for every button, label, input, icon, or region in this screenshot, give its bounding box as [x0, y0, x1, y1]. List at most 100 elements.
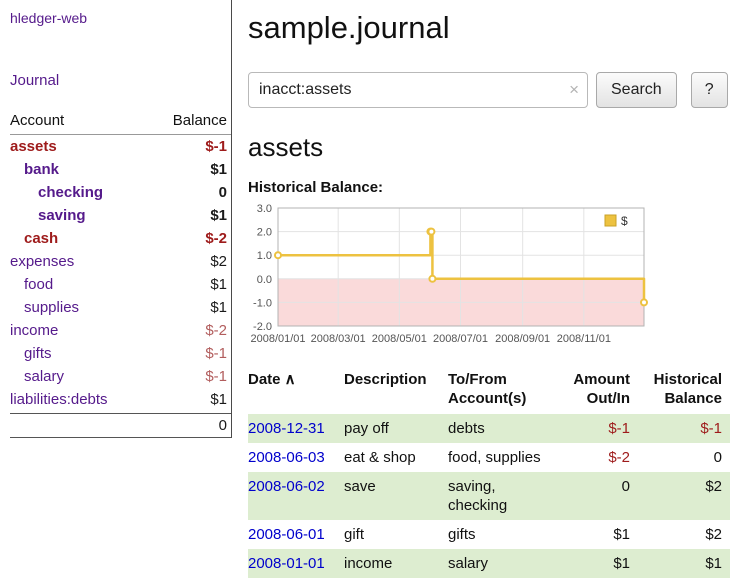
account-balance: $1 [210, 207, 227, 224]
transaction-amount: $-1 [608, 420, 630, 437]
svg-text:2008/09/01: 2008/09/01 [495, 333, 550, 345]
accounts-header-balance: Balance [172, 112, 227, 129]
account-row: assets $-1 [10, 135, 231, 158]
account-row: bank $1 [10, 158, 231, 181]
svg-text:2008/05/01: 2008/05/01 [372, 333, 427, 345]
transaction-amount: 0 [621, 478, 630, 495]
transaction-description: eat & shop [344, 449, 416, 466]
accounts-table: Account Balance assets $-1 bank $1 checking 0… [10, 109, 231, 438]
account-balance: $-1 [205, 368, 227, 385]
account-link[interactable]: supplies [24, 299, 80, 316]
transaction-description: gift [344, 526, 365, 543]
svg-text:2.0: 2.0 [257, 227, 272, 239]
accounts-total-row: 0 [10, 413, 231, 438]
account-link[interactable]: salary [24, 368, 65, 385]
search-input[interactable] [248, 72, 588, 108]
main-content: sample.journal × Search ? assets Histori… [232, 0, 742, 582]
accounts-total-value: 0 [218, 417, 227, 434]
account-row: income $-2 [10, 319, 231, 342]
transaction-description: income [344, 555, 393, 572]
svg-text:2008/07/01: 2008/07/01 [433, 333, 488, 345]
svg-text:3.0: 3.0 [257, 203, 272, 215]
page-title: sample.journal [248, 10, 450, 45]
account-link[interactable]: expenses [10, 253, 75, 270]
account-balance: $-1 [205, 138, 227, 155]
transaction-date-link[interactable]: 2008-06-03 [248, 449, 325, 466]
register-row: 2008-01-01 income salary $1 $1 [248, 549, 730, 578]
register-row: 2008-12-31 pay off debts $-1 $-1 [248, 414, 730, 443]
register-header-label: Description [344, 371, 427, 388]
transaction-date-cell: 2008-06-02 [248, 472, 344, 520]
account-row: gifts $-1 [10, 342, 231, 365]
transaction-date-link[interactable]: 2008-12-31 [248, 420, 325, 437]
svg-text:2008/01/01: 2008/01/01 [250, 333, 305, 345]
transaction-date-cell: 2008-12-31 [248, 414, 344, 443]
transaction-date-cell: 2008-06-03 [248, 443, 344, 472]
svg-text:2008/11/01: 2008/11/01 [557, 333, 611, 345]
account-row: cash $-2 [10, 227, 231, 250]
transaction-accounts: debts [448, 420, 485, 437]
accounts-table-header: Account Balance [10, 109, 231, 135]
search-button[interactable]: Search [596, 72, 677, 108]
accounts-rows: assets $-1 bank $1 checking 0 saving $1 cash $-2 e… [10, 135, 231, 411]
svg-text:-2.0: -2.0 [253, 321, 272, 333]
register-header-row: Date ∧ Description To/From Account(s) Amoun… [248, 368, 730, 414]
transaction-date-cell: 2008-06-01 [248, 520, 344, 549]
help-button[interactable]: ? [690, 72, 728, 108]
account-balance: 0 [218, 184, 227, 201]
sort-ascending-icon: ∧ [280, 371, 296, 388]
account-link[interactable]: food [24, 276, 54, 293]
transaction-accounts: salary [448, 555, 489, 572]
account-link[interactable]: assets [10, 138, 57, 155]
clear-search-icon[interactable]: × [569, 80, 579, 99]
transaction-amount: $-2 [608, 449, 630, 466]
account-link[interactable]: cash [24, 230, 59, 247]
account-row: checking 0 [10, 181, 231, 204]
account-balance: $-2 [205, 230, 227, 247]
register-row: 2008-06-02 save saving, checking 0 $2 [248, 472, 730, 520]
account-row: saving $1 [10, 204, 231, 227]
search-bar: × Search ? [248, 72, 742, 108]
account-link[interactable]: gifts [24, 345, 52, 362]
account-row: liabilities:debts $1 [10, 388, 231, 411]
register-row: 2008-06-03 eat & shop food, supplies $-2 0 [248, 443, 730, 472]
register-header-date[interactable]: Date ∧ [248, 368, 344, 414]
transaction-date-link[interactable]: 2008-06-01 [248, 526, 325, 543]
transaction-balance: $2 [705, 526, 722, 543]
transaction-accounts: saving, checking [448, 478, 508, 514]
register-row: 2008-06-01 gift gifts $1 $2 [248, 520, 730, 549]
account-link[interactable]: saving [38, 207, 86, 224]
account-link[interactable]: checking [38, 184, 104, 201]
account-link[interactable]: income [10, 322, 59, 339]
app-title-link[interactable]: hledger-web [10, 10, 88, 26]
account-balance: $1 [210, 391, 227, 408]
transaction-accounts: gifts [448, 526, 476, 543]
account-balance: $1 [210, 299, 227, 316]
transaction-description: save [344, 478, 376, 495]
transaction-date-link[interactable]: 2008-06-02 [248, 478, 325, 495]
register-header-label: Amount Out/In [573, 371, 630, 407]
account-balance: $-2 [205, 322, 227, 339]
account-row: food $1 [10, 273, 231, 296]
transaction-balance: 0 [713, 449, 722, 466]
accounts-header-account: Account [10, 112, 65, 129]
account-row: salary $-1 [10, 365, 231, 388]
svg-text:1.0: 1.0 [257, 250, 272, 262]
register-header-amount: Amount Out/In [560, 368, 638, 414]
account-row: supplies $1 [10, 296, 231, 319]
sidebar-journal-link[interactable]: Journal [10, 72, 60, 89]
account-balance: $2 [210, 253, 227, 270]
transaction-balance: $-1 [700, 420, 722, 437]
transaction-date-link[interactable]: 2008-01-01 [248, 555, 325, 572]
svg-text:-1.0: -1.0 [253, 297, 272, 309]
register-header-description: Description [344, 368, 448, 414]
register-header-label: Historical Balance [653, 371, 722, 407]
chart-title: Historical Balance: [248, 179, 384, 196]
account-row: expenses $2 [10, 250, 231, 273]
svg-text:0.0: 0.0 [257, 274, 272, 286]
account-link[interactable]: liabilities:debts [10, 391, 108, 408]
register-header-label: To/From Account(s) [448, 371, 527, 407]
account-link[interactable]: bank [24, 161, 60, 178]
